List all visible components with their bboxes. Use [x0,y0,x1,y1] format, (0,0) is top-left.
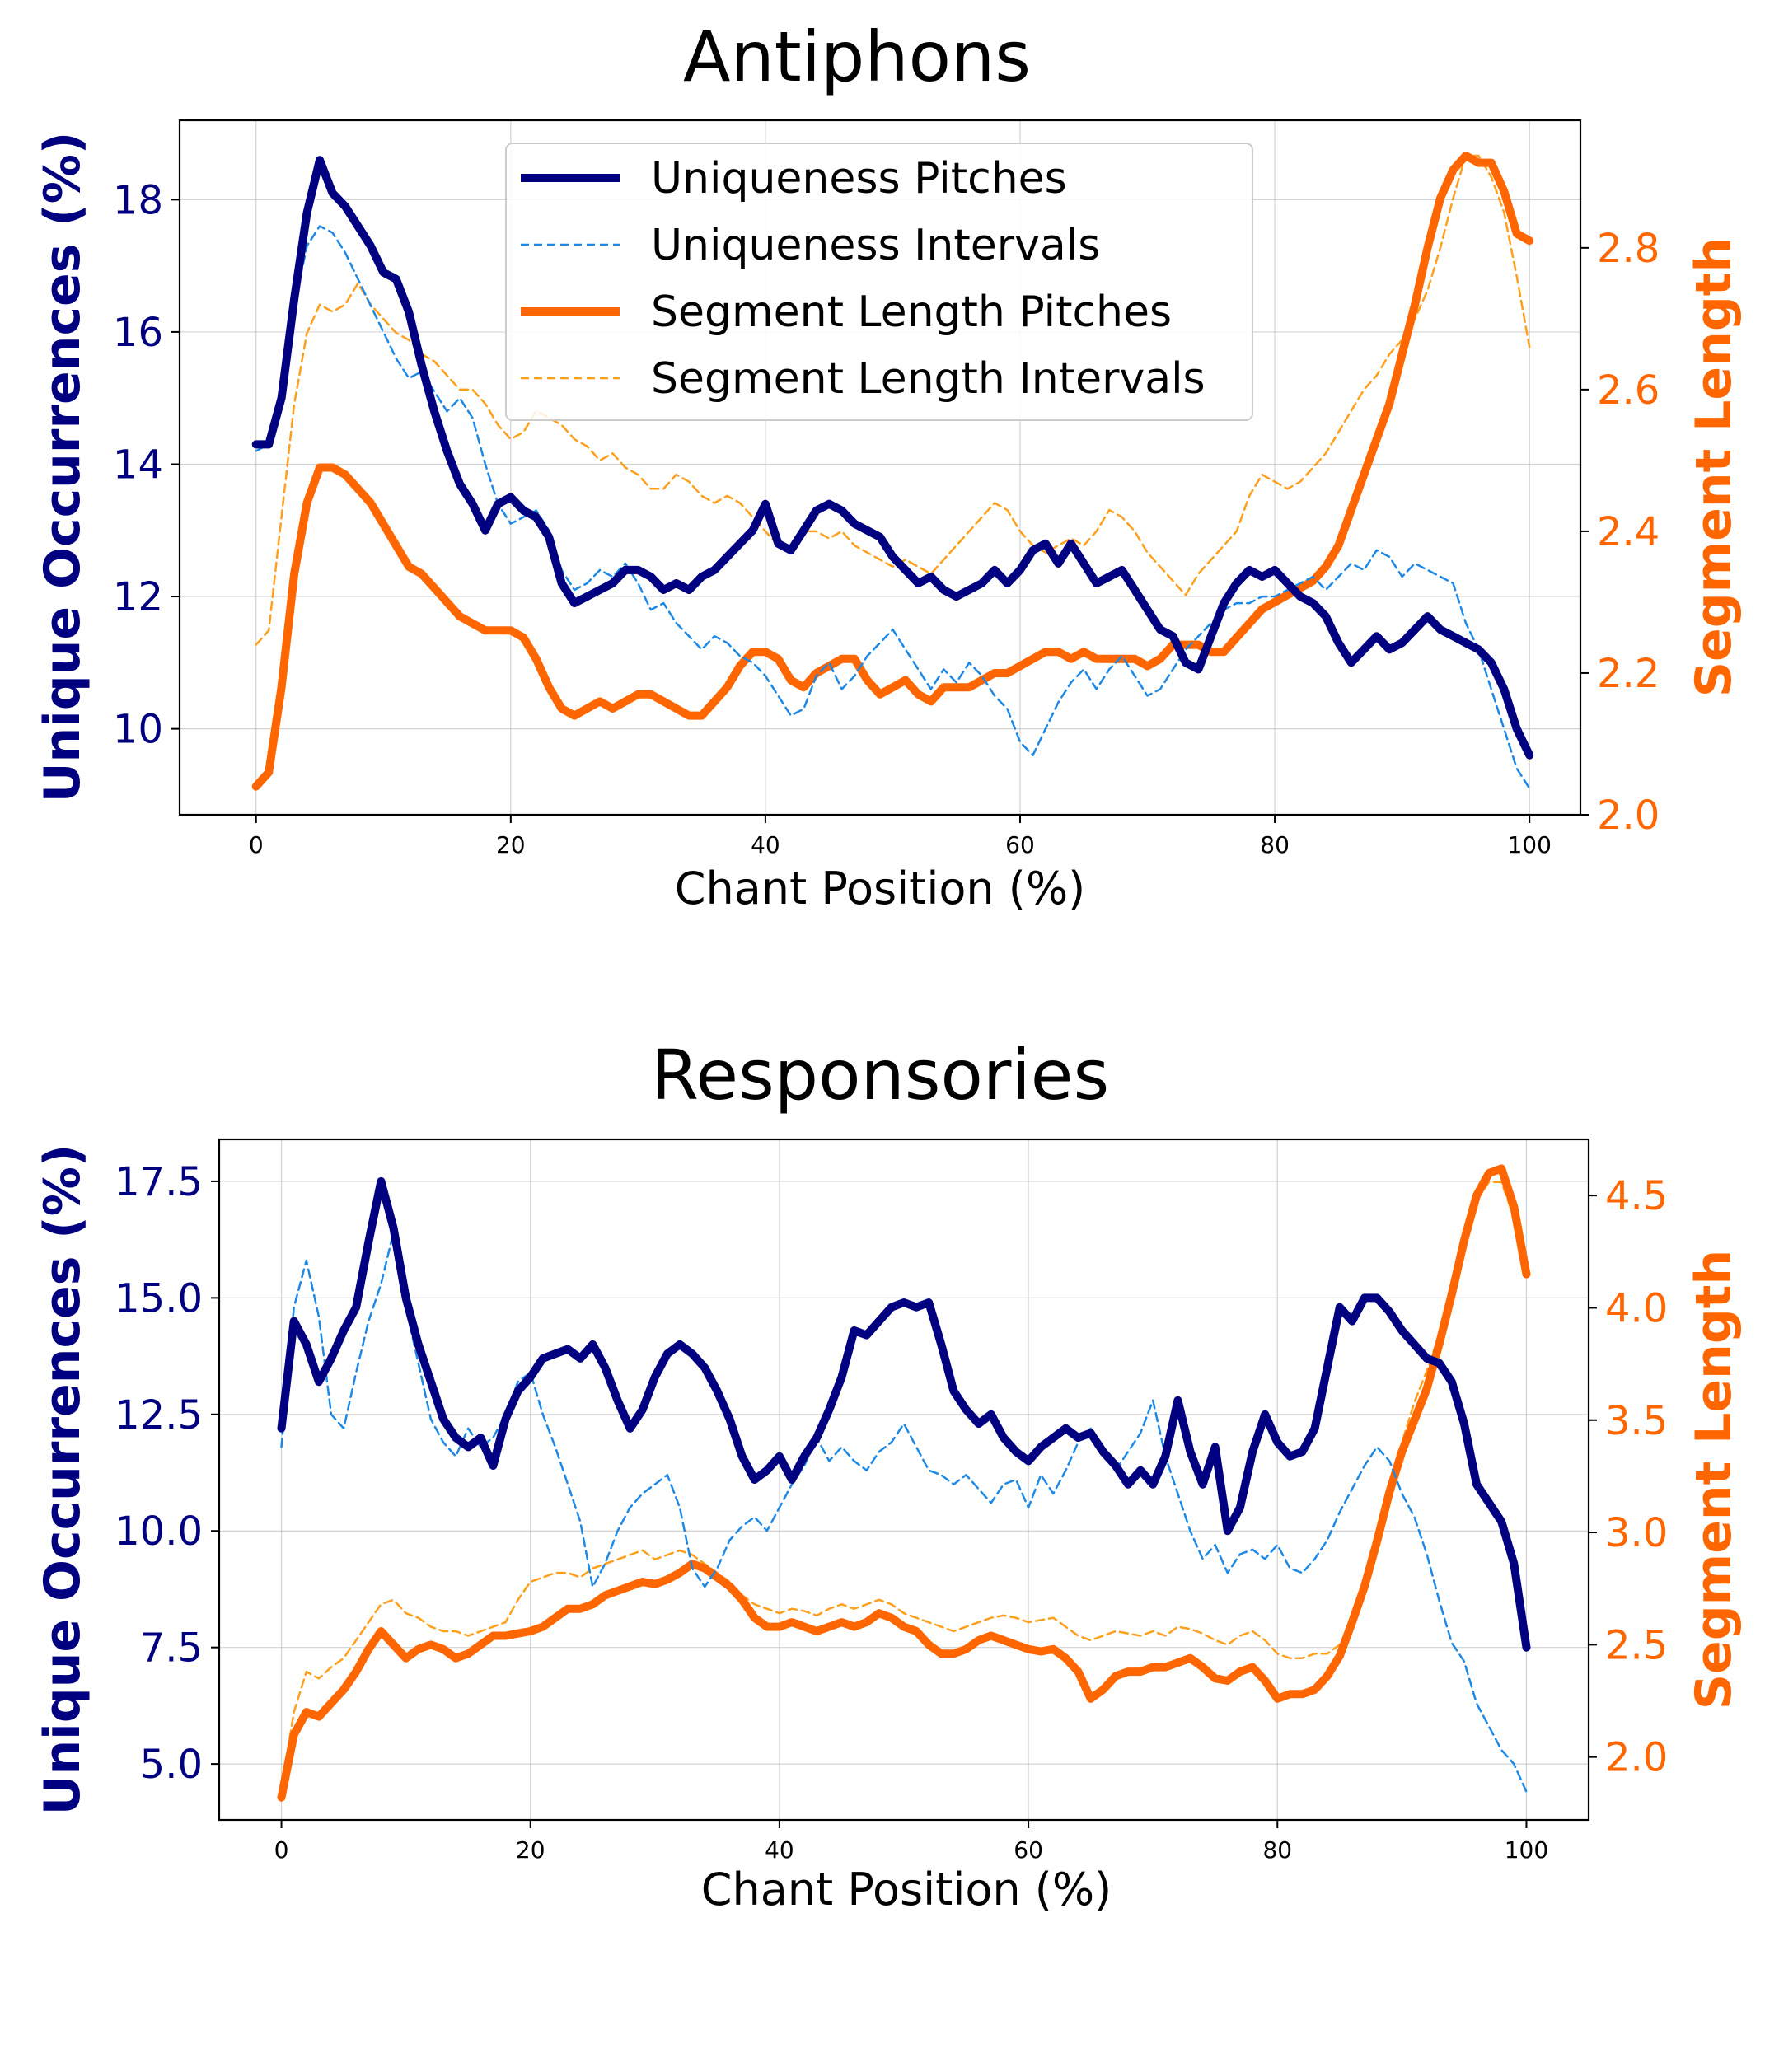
x-tick-label: 40 [765,1836,794,1864]
x-tick-label: 80 [1262,1836,1292,1864]
series-line-segment-length-intervals [255,154,1531,646]
left-y-tick-label: 12.5 [115,1392,203,1438]
x-tick-label: 60 [1014,1836,1043,1864]
legend-entry-uniqueness-pitches: Uniqueness Pitches [651,154,1067,203]
x-axis-label: Chant Position (%) [675,863,1085,914]
x-tick-label: 100 [1505,1836,1548,1864]
antiphons-chart: Antiphons 0 20 40 60 80 100 10 12 14 16 18 2.0 2.2 2.… [34,16,1743,914]
left-y-tick-label: 10.0 [115,1508,203,1555]
x-tick-label: 20 [516,1836,545,1864]
right-y-tick-label: 2.8 [1597,226,1660,272]
chart-title: Antiphons [683,16,1031,97]
right-y-tick-label: 2.6 [1597,367,1660,414]
x-tick-label: 0 [249,831,264,858]
left-y-axis-label: Unique Occurrences (%) [34,1144,91,1816]
series-line-segment-length-pitches [277,1164,1531,1802]
right-y-axis-label: Segment Length [1685,1250,1743,1710]
right-y-tick-label: 2.2 [1597,651,1660,697]
right-y-tick-label: 3.0 [1605,1510,1668,1556]
right-y-axis-label: Segment Length [1685,237,1743,697]
plot-area-frame [178,119,1582,816]
series-line-uniqueness-intervals [280,1231,1528,1794]
chart-title: Responsories [651,1035,1109,1116]
series-line-segment-length-intervals [280,1181,1528,1792]
series-line-uniqueness-intervals [255,225,1531,790]
left-y-tick-label: 10 [113,707,163,753]
legend-frame [505,143,1253,421]
left-y-tick-label: 18 [113,177,163,223]
right-y-tick-label: 4.5 [1605,1173,1668,1219]
right-y-tick-label: 2.0 [1605,1735,1668,1781]
series-line-uniqueness-pitches [251,156,1534,760]
left-y-tick-label: 15.0 [115,1275,203,1321]
series-line-uniqueness-pitches [277,1176,1531,1652]
x-tick-label: 100 [1507,831,1551,858]
right-y-tick-label: 4.0 [1605,1285,1668,1331]
x-tick-label: 20 [496,831,526,858]
left-y-tick-label: 17.5 [115,1159,203,1205]
left-y-tick-label: 16 [113,310,163,356]
series-line-segment-length-pitches [251,152,1534,791]
legend-entry-segment-length-intervals: Segment Length Intervals [651,354,1206,404]
left-y-tick-label: 12 [113,574,163,620]
x-axis-label: Chant Position (%) [701,1864,1112,1915]
left-y-axis-label: Unique Occurrences (%) [34,132,91,803]
left-y-tick-label: 5.0 [140,1742,203,1788]
right-y-tick-label: 2.5 [1605,1622,1668,1668]
right-y-tick-label: 2.4 [1597,509,1660,555]
responsories-chart: Responsories 0 20 40 60 80 100 5.0 7.5 10.0 12.5 1… [34,1035,1743,1915]
x-tick-label: 40 [751,831,780,858]
legend-entry-uniqueness-intervals: Uniqueness Intervals [651,221,1100,270]
x-tick-label: 80 [1260,831,1290,858]
plot-area-frame [218,1138,1590,1822]
x-tick-label: 0 [274,1836,289,1864]
legend: Uniqueness Pitches Uniqueness Intervals … [505,143,1253,421]
right-y-tick-label: 3.5 [1605,1398,1668,1444]
x-tick-label: 60 [1005,831,1035,858]
left-y-tick-label: 7.5 [140,1625,203,1672]
legend-entry-segment-length-pitches: Segment Length Pitches [651,288,1172,337]
left-y-tick-label: 14 [113,442,163,488]
right-y-tick-label: 2.0 [1597,793,1660,839]
